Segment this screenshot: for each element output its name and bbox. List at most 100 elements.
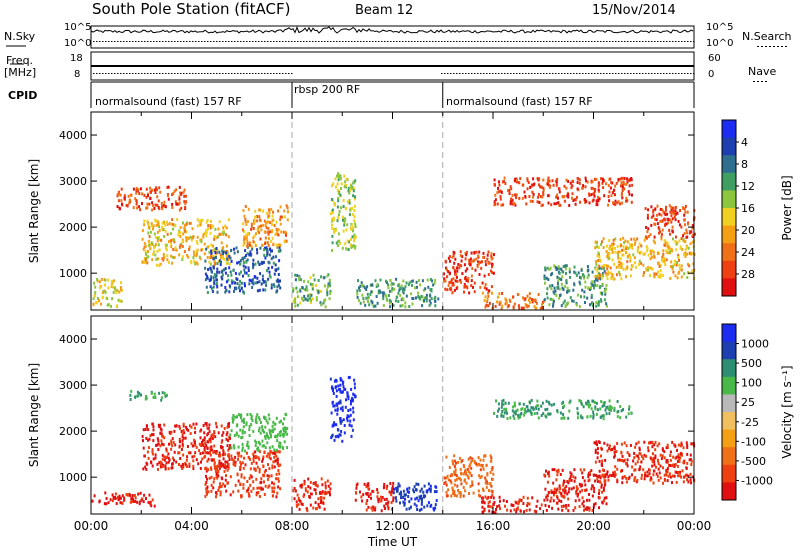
data-cell [620, 451, 623, 455]
data-cell [556, 496, 559, 500]
data-cell [399, 293, 402, 297]
data-cell [498, 180, 500, 184]
data-cell [148, 243, 151, 247]
data-cell [514, 409, 517, 413]
data-cell [519, 509, 522, 513]
data-cell [447, 488, 450, 492]
data-cell [211, 458, 214, 462]
data-cell [597, 259, 600, 262]
data-cell [212, 480, 215, 484]
data-cell [242, 239, 245, 243]
data-cell [279, 243, 282, 247]
data-cell [179, 191, 182, 195]
data-cell [598, 440, 600, 444]
nsearch-dot [444, 41, 446, 42]
data-cell [209, 262, 212, 266]
data-cell [564, 305, 567, 308]
data-cell [532, 183, 535, 187]
data-cell [202, 235, 205, 239]
data-cell [353, 378, 356, 382]
data-cell [653, 241, 656, 245]
data-cell [277, 267, 280, 271]
data-cell [617, 200, 620, 204]
data-cell [205, 423, 208, 427]
data-cell [597, 447, 599, 451]
data-cell [492, 502, 495, 506]
data-cell [229, 433, 232, 437]
data-cell [557, 507, 560, 511]
data-cell [253, 234, 256, 238]
data-cell [349, 208, 352, 212]
data-cell [654, 448, 657, 452]
data-cell [371, 283, 374, 287]
data-cell [266, 248, 268, 252]
data-cell [339, 177, 342, 181]
data-cell [336, 174, 338, 178]
data-cell [119, 496, 122, 500]
nsearch-dot [561, 41, 563, 42]
data-cell [195, 458, 198, 462]
data-cell [623, 176, 626, 180]
data-cell [640, 261, 643, 265]
data-cell [269, 457, 272, 461]
data-cell [189, 432, 192, 435]
data-cell [103, 502, 106, 506]
data-cell [607, 407, 610, 410]
data-cell [173, 238, 176, 242]
data-cell [263, 253, 266, 257]
data-cell [604, 292, 607, 296]
data-cell [142, 446, 145, 450]
data-cell [458, 266, 461, 270]
data-cell [670, 464, 673, 468]
data-cell [478, 273, 481, 276]
data-cell [204, 259, 207, 263]
nsearch-dot [276, 41, 278, 42]
data-cell [205, 285, 208, 289]
data-cell [473, 258, 476, 262]
data-cell [213, 281, 216, 285]
data-cell [225, 437, 228, 441]
data-cell [668, 472, 671, 476]
nave-dot [549, 73, 551, 74]
data-cell [383, 482, 386, 486]
data-cell [595, 301, 598, 304]
colorbar-swatch [722, 341, 736, 360]
data-cell [502, 414, 505, 418]
data-cell [653, 272, 656, 276]
data-cell [596, 451, 599, 455]
data-cell [430, 289, 433, 293]
data-cell [620, 442, 623, 446]
data-cell [614, 184, 617, 188]
data-cell [221, 256, 224, 260]
data-cell [546, 266, 549, 270]
data-cell [482, 487, 484, 491]
data-cell [276, 285, 279, 289]
data-cell [127, 194, 130, 198]
data-cell [522, 495, 525, 499]
data-cell [205, 469, 208, 473]
data-cell [168, 458, 171, 462]
data-cell [513, 508, 516, 512]
data-cell [392, 491, 395, 495]
data-cell [606, 252, 609, 256]
data-cell [212, 265, 215, 269]
data-cell [663, 450, 666, 454]
data-cell [279, 218, 282, 221]
data-cell [670, 260, 673, 264]
data-cell [212, 486, 215, 490]
data-cell [256, 215, 259, 218]
data-cell [277, 209, 280, 213]
data-cell [659, 263, 662, 267]
data-cell [598, 496, 601, 500]
data-cell [352, 229, 354, 233]
y-axis-label: Slant Range [km] [27, 363, 41, 467]
data-cell [229, 444, 232, 447]
data-cell [527, 181, 530, 184]
data-cell [419, 489, 422, 493]
nave-legend-dot [761, 81, 763, 82]
data-cell [224, 452, 227, 456]
data-cell [229, 493, 232, 497]
data-cell [516, 506, 519, 510]
data-cell [240, 416, 242, 420]
data-cell [675, 263, 678, 267]
